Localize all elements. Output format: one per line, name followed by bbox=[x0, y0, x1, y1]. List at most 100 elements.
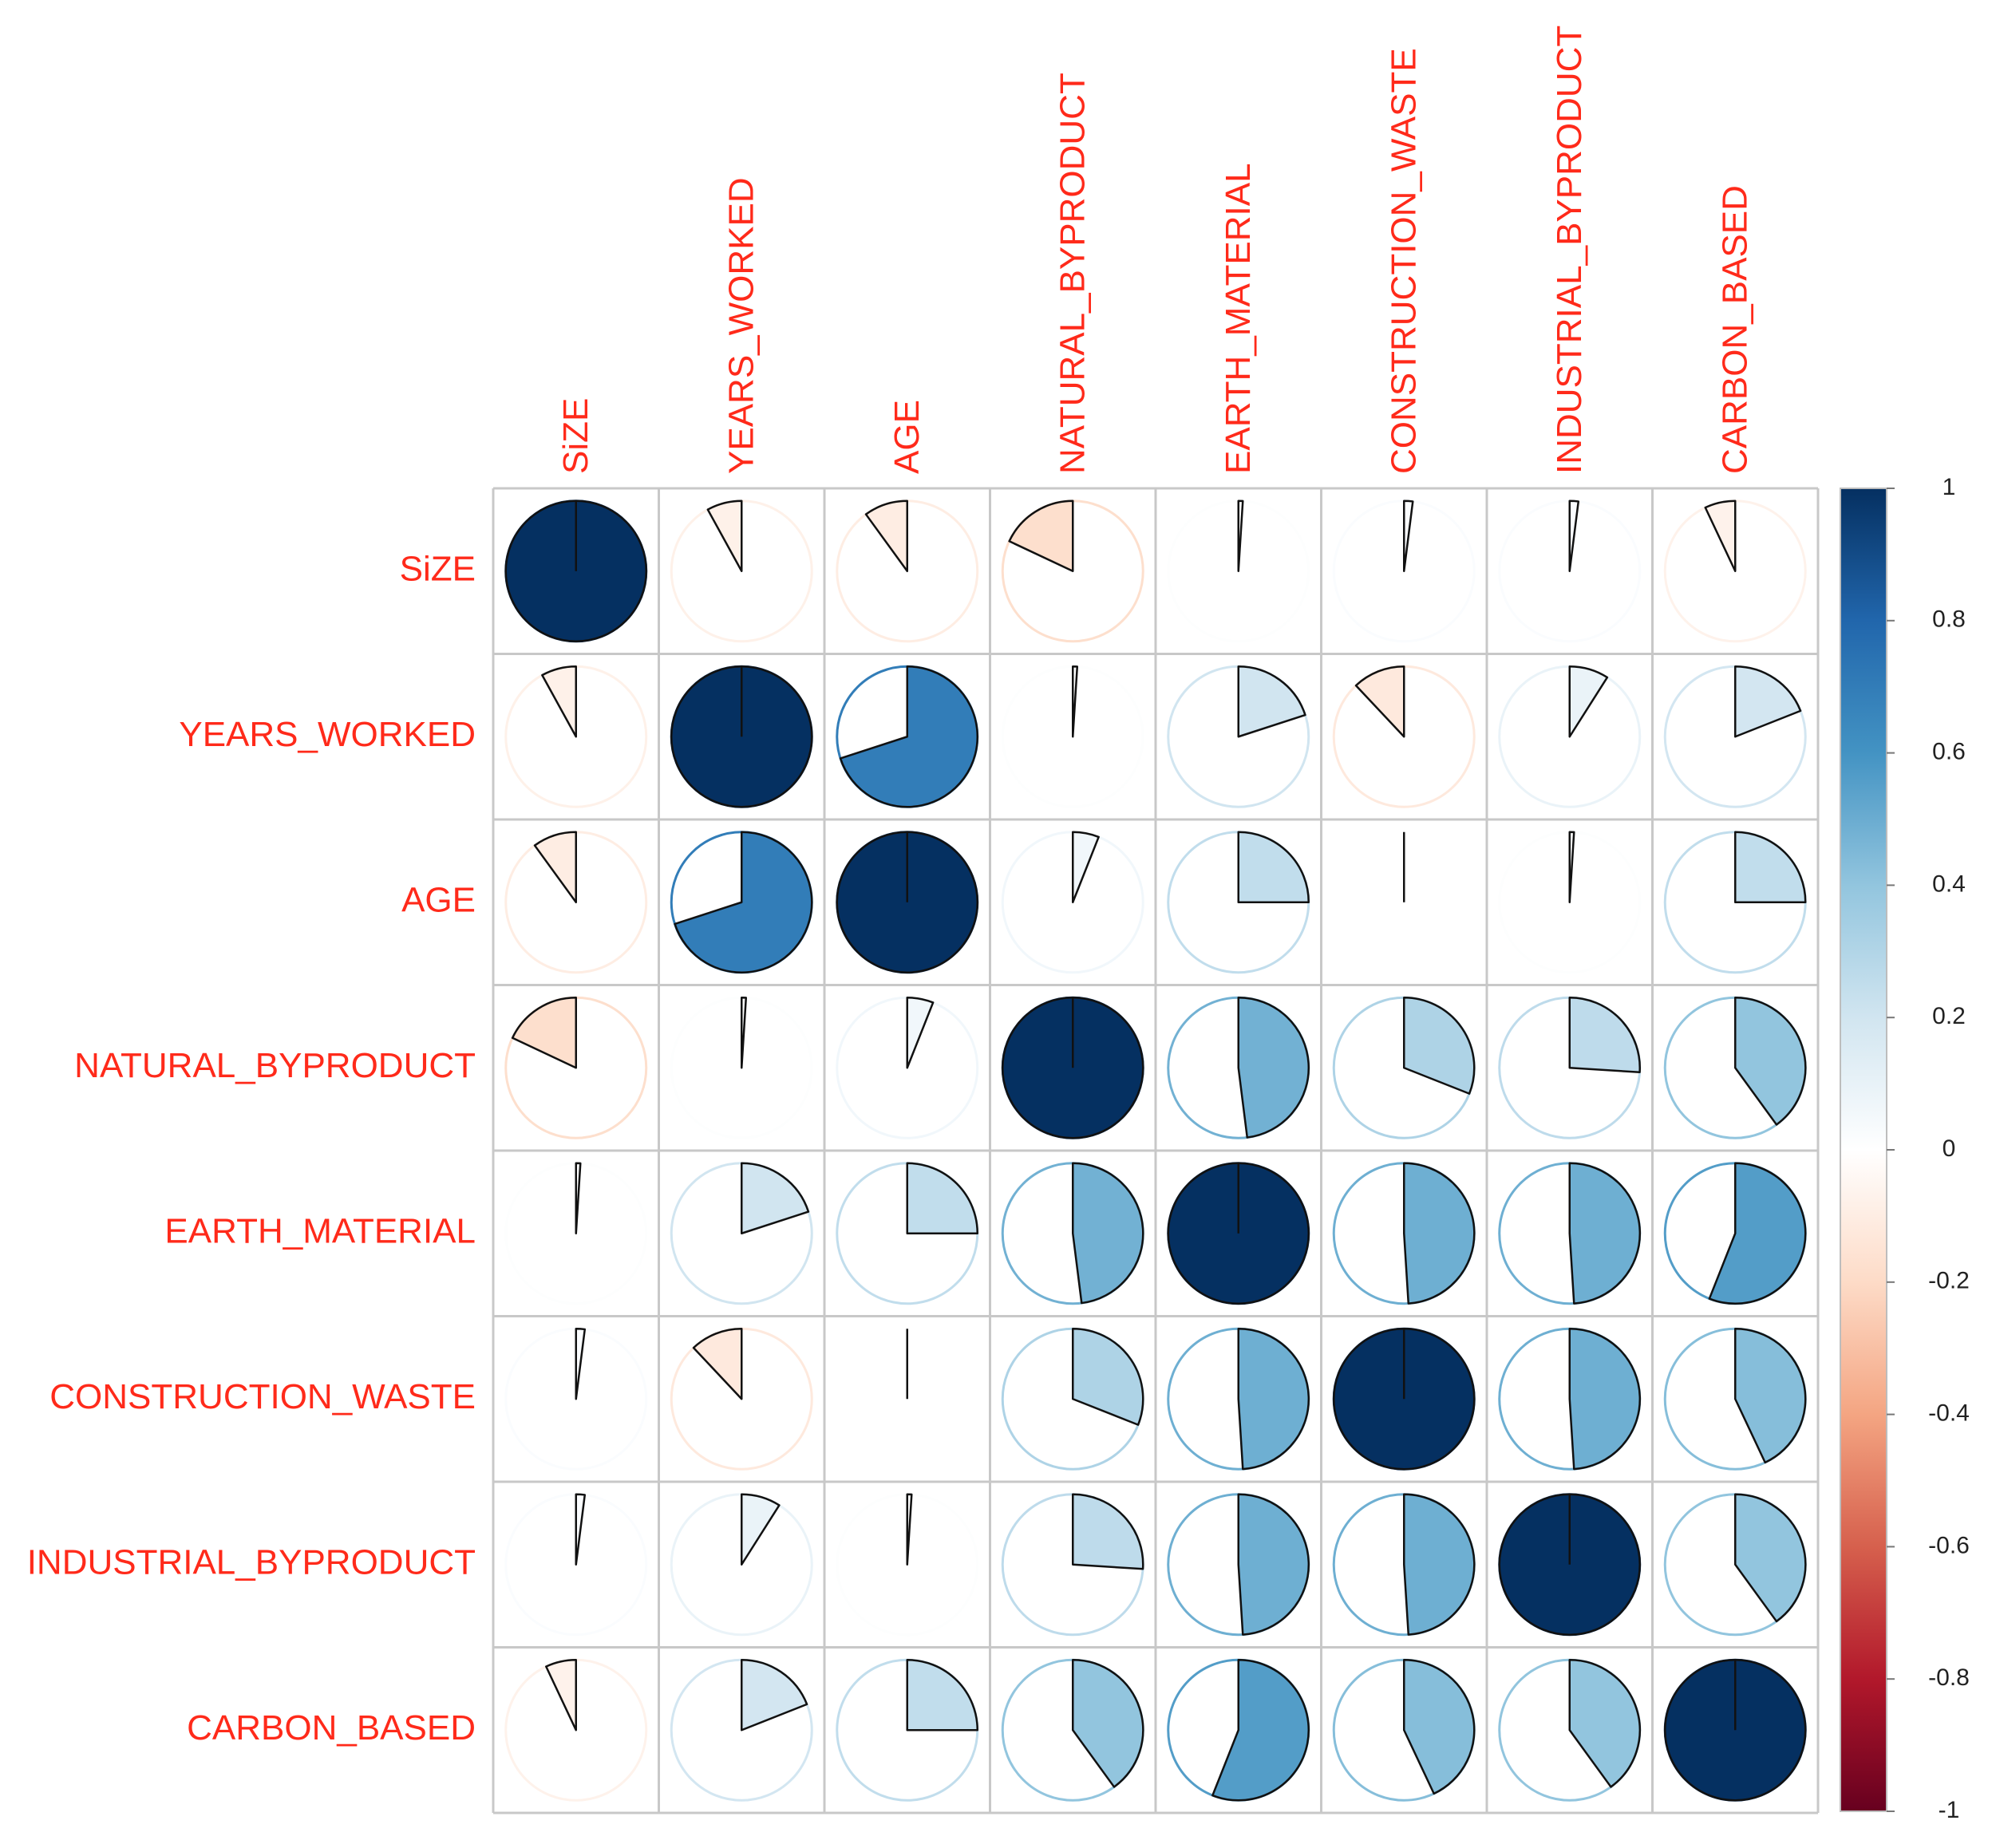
cell-YEARS_WORKED-SiZE bbox=[504, 665, 648, 808]
pie-slice bbox=[1704, 500, 1737, 572]
cell-SiZE-AGE bbox=[836, 500, 979, 643]
pie-slice bbox=[1072, 1659, 1144, 1788]
row-label: YEARS_WORKED bbox=[179, 715, 476, 754]
pie-slice bbox=[1072, 1162, 1144, 1305]
column-labels: SiZE YEARS_WORKED AGE NATURAL_BYPRODUCT EART… bbox=[556, 26, 1755, 474]
pie-slice bbox=[1568, 831, 1575, 903]
row-label: INDUSTRIAL_BYPRODUCT bbox=[27, 1542, 476, 1581]
cell-YEARS_WORKED-CONSTRUCTION_WASTE bbox=[1332, 665, 1476, 808]
pie-slice bbox=[1237, 1328, 1310, 1471]
pie-slice bbox=[741, 1659, 808, 1732]
pie-slice bbox=[1072, 1493, 1144, 1570]
cell-NATURAL_BYPRODUCT-AGE bbox=[836, 996, 979, 1139]
cell-CONSTRUCTION_WASTE-EARTH_MATERIAL bbox=[1167, 1327, 1310, 1471]
row-label: CARBON_BASED bbox=[187, 1708, 476, 1747]
cell-AGE-EARTH_MATERIAL bbox=[1167, 831, 1310, 974]
pie-slice bbox=[1403, 500, 1414, 572]
pie-slice bbox=[1734, 997, 1807, 1126]
cell-NATURAL_BYPRODUCT-CARBON_BASED bbox=[1663, 996, 1807, 1139]
pie-slice bbox=[906, 1659, 978, 1732]
pie-slice bbox=[741, 996, 748, 1069]
cell-CARBON_BASED-SiZE bbox=[504, 1658, 648, 1802]
colorbar-bar bbox=[1840, 488, 1887, 1812]
pie-slice bbox=[1237, 1493, 1310, 1636]
cell-CARBON_BASED-CONSTRUCTION_WASTE bbox=[1332, 1658, 1476, 1802]
colorbar-tick-label: 0 bbox=[1943, 1135, 1956, 1162]
cell-EARTH_MATERIAL-NATURAL_BYPRODUCT bbox=[1001, 1162, 1144, 1305]
cell-EARTH_MATERIAL-AGE bbox=[836, 1162, 979, 1305]
pie-slice bbox=[533, 831, 577, 903]
cell-EARTH_MATERIAL-CARBON_BASED bbox=[1663, 1162, 1807, 1305]
cell-CONSTRUCTION_WASTE-INDUSTRIAL_BYPRODUCT bbox=[1498, 1327, 1642, 1471]
pie-slice bbox=[1568, 1659, 1641, 1788]
row-label: EARTH_MATERIAL bbox=[164, 1211, 476, 1250]
colorbar-tick-label: 0.6 bbox=[1932, 739, 1966, 765]
row-label: AGE bbox=[401, 880, 476, 919]
cell-AGE-SiZE bbox=[504, 831, 648, 974]
colorbar-tick-label: 0.8 bbox=[1932, 606, 1966, 633]
pie-slice bbox=[1734, 665, 1802, 738]
cell-CONSTRUCTION_WASTE-CARBON_BASED bbox=[1663, 1327, 1807, 1471]
pie-slice bbox=[906, 1493, 913, 1566]
pie-slice bbox=[706, 500, 743, 572]
column-label: SiZE bbox=[556, 398, 595, 474]
column-label: YEARS_WORKED bbox=[721, 177, 761, 474]
cell-YEARS_WORKED-AGE bbox=[836, 665, 979, 808]
cell-CARBON_BASED-YEARS_WORKED bbox=[670, 1658, 813, 1802]
colorbar-tick-label: -0.4 bbox=[1928, 1400, 1970, 1427]
colorbar-tick-label: -1 bbox=[1939, 1797, 1960, 1823]
cell-INDUSTRIAL_BYPRODUCT-AGE bbox=[836, 1493, 979, 1637]
pie-slice bbox=[1237, 665, 1306, 738]
cell-INDUSTRIAL_BYPRODUCT-SiZE bbox=[504, 1493, 648, 1637]
cell-EARTH_MATERIAL-EARTH_MATERIAL bbox=[1167, 1162, 1310, 1305]
colorbar-tick-label: -0.8 bbox=[1928, 1664, 1970, 1691]
colorbar-tick-label: 1 bbox=[1943, 474, 1956, 500]
pie-slice bbox=[541, 665, 577, 738]
pie-slice bbox=[1072, 831, 1100, 903]
cell-NATURAL_BYPRODUCT-NATURAL_BYPRODUCT bbox=[1001, 996, 1144, 1139]
cell-NATURAL_BYPRODUCT-YEARS_WORKED bbox=[670, 996, 813, 1139]
row-label: CONSTRUCTION_WASTE bbox=[49, 1377, 476, 1416]
pie-slice bbox=[575, 1162, 582, 1234]
cell-INDUSTRIAL_BYPRODUCT-YEARS_WORKED bbox=[670, 1493, 813, 1637]
pie-slice bbox=[1211, 1659, 1310, 1802]
cell-AGE-NATURAL_BYPRODUCT bbox=[1001, 831, 1144, 974]
cell-SiZE-YEARS_WORKED bbox=[670, 500, 813, 643]
cell-NATURAL_BYPRODUCT-INDUSTRIAL_BYPRODUCT bbox=[1498, 996, 1642, 1139]
pie-slice bbox=[1403, 997, 1476, 1095]
pie-slice bbox=[1734, 831, 1807, 903]
cell-SiZE-CARBON_BASED bbox=[1663, 500, 1807, 643]
column-label: AGE bbox=[887, 400, 927, 474]
pie-slice bbox=[1237, 500, 1244, 572]
pie-slice bbox=[1403, 1493, 1476, 1636]
cell-INDUSTRIAL_BYPRODUCT-CARBON_BASED bbox=[1663, 1493, 1807, 1637]
row-label: SiZE bbox=[400, 549, 476, 588]
pie-slice bbox=[1072, 665, 1079, 738]
pie-slice bbox=[1568, 1162, 1642, 1305]
colorbar-tick-label: 0.4 bbox=[1932, 871, 1966, 897]
pie-slice bbox=[545, 1659, 577, 1732]
pie-slice bbox=[1734, 1493, 1807, 1623]
cell-SiZE-CONSTRUCTION_WASTE bbox=[1332, 500, 1476, 643]
cell-YEARS_WORKED-NATURAL_BYPRODUCT bbox=[1001, 665, 1144, 808]
pie-slice bbox=[575, 1327, 587, 1400]
cell-SiZE-EARTH_MATERIAL bbox=[1167, 500, 1310, 643]
colorbar-tick-label: 0.2 bbox=[1932, 1003, 1966, 1029]
pie-slice bbox=[1403, 1659, 1476, 1795]
correlation-cells bbox=[504, 500, 1807, 1802]
cell-CONSTRUCTION_WASTE-AGE bbox=[836, 1327, 979, 1471]
column-label: INDUSTRIAL_BYPRODUCT bbox=[1550, 26, 1589, 474]
pie-slice bbox=[1354, 665, 1405, 738]
column-label: CONSTRUCTION_WASTE bbox=[1384, 48, 1423, 474]
row-labels: SiZE YEARS_WORKED AGE NATURAL_BYPRODUCT EART… bbox=[27, 549, 476, 1747]
cell-AGE-CARBON_BASED bbox=[1663, 831, 1807, 974]
cell-CONSTRUCTION_WASTE-CONSTRUCTION_WASTE bbox=[1332, 1327, 1476, 1471]
cell-AGE-INDUSTRIAL_BYPRODUCT bbox=[1498, 831, 1642, 974]
cell-EARTH_MATERIAL-INDUSTRIAL_BYPRODUCT bbox=[1498, 1162, 1642, 1305]
cell-NATURAL_BYPRODUCT-EARTH_MATERIAL bbox=[1167, 996, 1310, 1139]
column-label: CARBON_BASED bbox=[1715, 185, 1754, 474]
pie-slice bbox=[1008, 500, 1074, 572]
cell-NATURAL_BYPRODUCT-SiZE bbox=[504, 996, 648, 1139]
pie-slice bbox=[1568, 1328, 1642, 1471]
